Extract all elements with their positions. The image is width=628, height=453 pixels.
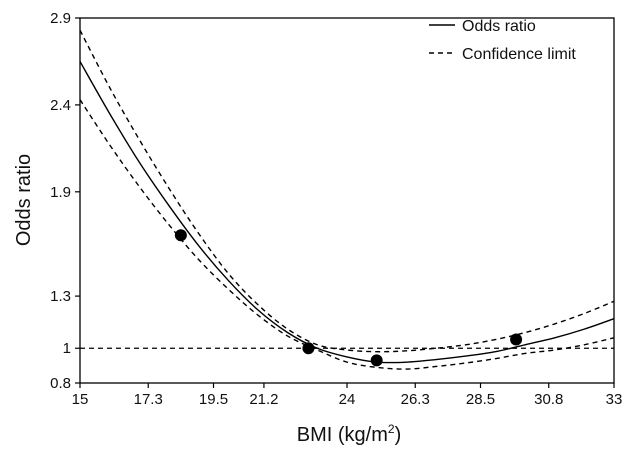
y-tick-label: 1.9	[50, 184, 71, 201]
x-axis-title: BMI (kg/m2)	[297, 422, 401, 446]
x-tick-label: 15	[72, 391, 89, 408]
legend-label-confidence-limit: Confidence limit	[462, 46, 576, 63]
plot-frame	[79, 17, 615, 384]
y-tick-label: 0.8	[50, 375, 71, 392]
series-confidence-lower	[79, 99, 615, 370]
y-axis-ticks: 0.8 1 1.3 1.9 2.4 2.9	[50, 10, 80, 392]
x-tick-label: 21.2	[249, 391, 278, 408]
data-marker	[302, 342, 315, 355]
y-tick-label: 2.4	[50, 97, 71, 114]
data-marker	[174, 229, 187, 242]
x-axis-ticks: 15 17.3 19.5 21.2 24 26.3 28.5 30.8 33	[72, 383, 623, 408]
series-group	[79, 29, 615, 370]
x-tick-label: 28.5	[466, 391, 495, 408]
x-axis-title-main: BMI (kg/m	[297, 424, 388, 446]
series-odds-ratio	[79, 61, 615, 364]
markers-group	[174, 229, 523, 367]
y-tick-label: 1.3	[50, 288, 71, 305]
series-confidence-upper	[79, 29, 615, 353]
y-tick-label: 2.9	[50, 10, 71, 27]
x-axis-title-superscript: 2	[388, 422, 395, 436]
x-axis-title-suffix: )	[395, 424, 402, 446]
x-tick-label: 33	[606, 391, 623, 408]
x-tick-label: 26.3	[401, 391, 430, 408]
data-marker	[510, 333, 523, 346]
legend-label-odds-ratio: Odds ratio	[462, 18, 536, 35]
x-tick-label: 30.8	[534, 391, 563, 408]
y-axis-title: Odds ratio	[13, 154, 35, 246]
x-tick-label: 19.5	[199, 391, 228, 408]
data-marker	[370, 354, 383, 367]
x-tick-label: 17.3	[134, 391, 163, 408]
legend: Odds ratio Confidence limit	[429, 18, 576, 63]
x-tick-label: 24	[339, 391, 356, 408]
y-tick-label: 1	[63, 340, 71, 357]
